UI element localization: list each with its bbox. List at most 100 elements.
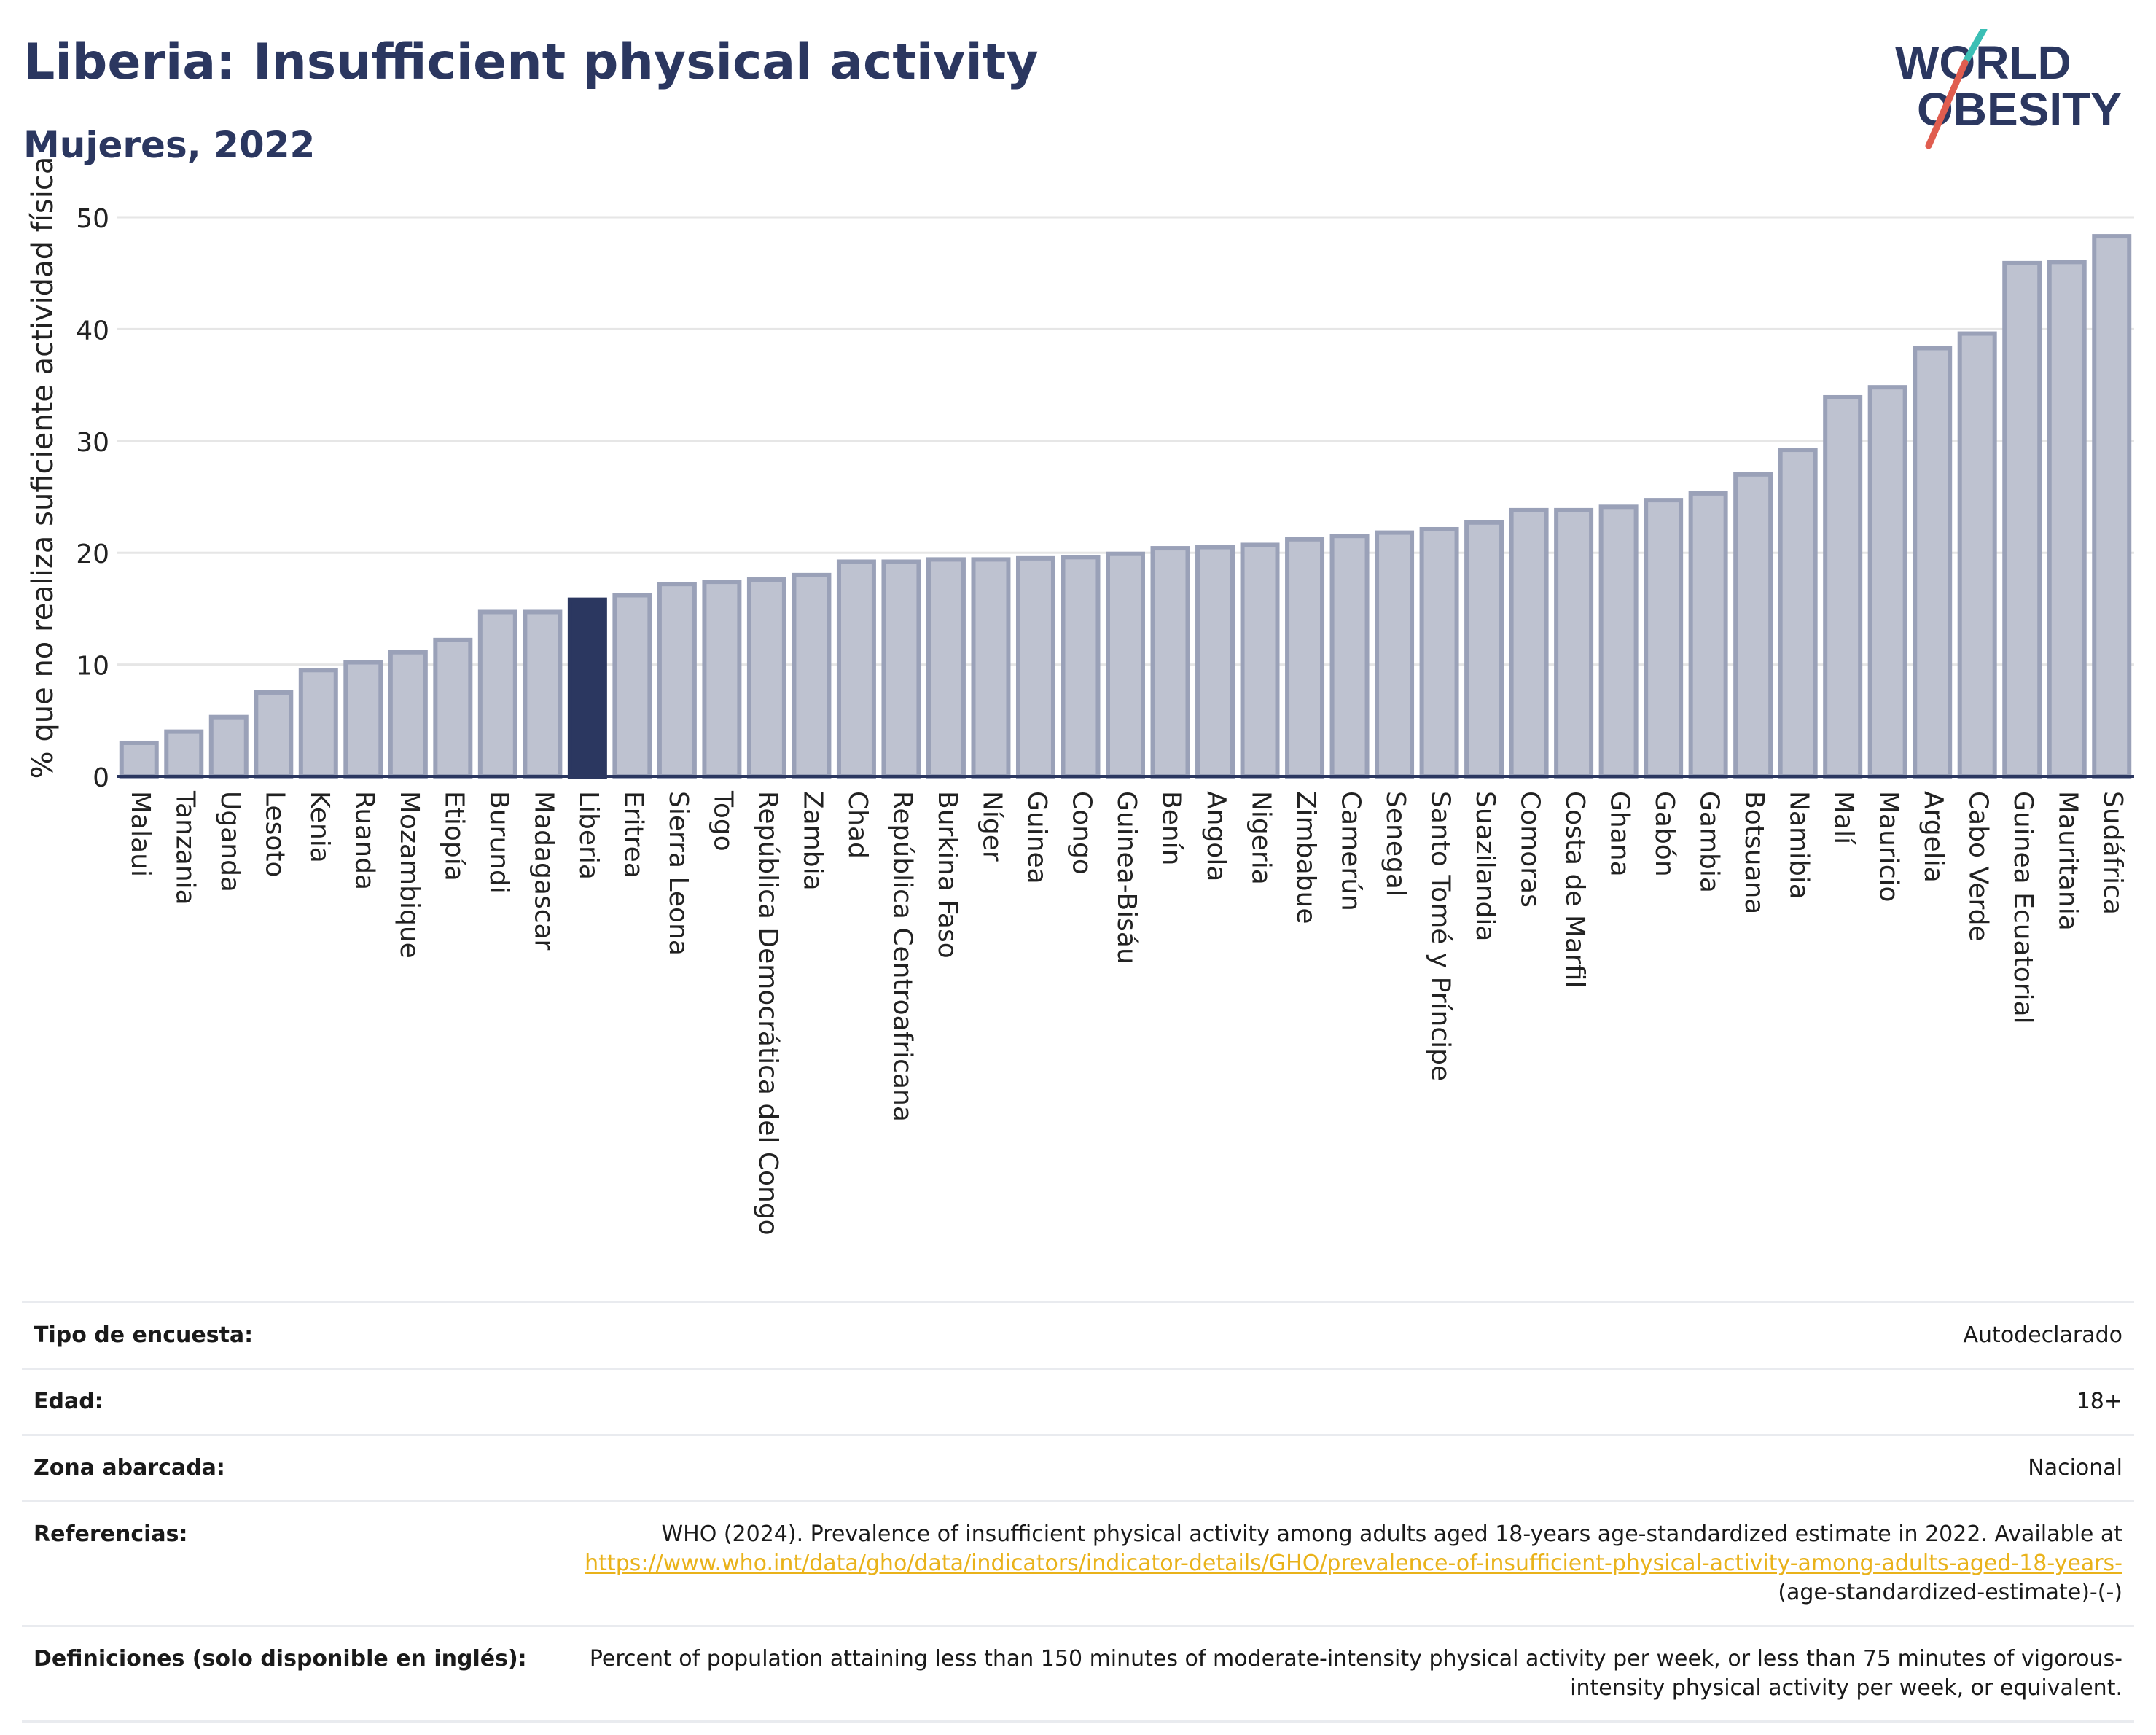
meta-value: Percent of population attaining less tha… xyxy=(555,1625,2134,1723)
bar xyxy=(1913,346,1953,779)
meta-row-references: Referencias: WHO (2024). Prevalence of i… xyxy=(22,1500,2134,1627)
bar xyxy=(477,609,517,779)
reference-tail: (age-standardized-estimate)-(-) xyxy=(1778,1580,2122,1605)
bar xyxy=(208,714,249,779)
bar xyxy=(1375,530,1415,779)
bar xyxy=(1195,545,1235,779)
metadata-table: Tipo de encuesta: Autodeclarado Edad: 18… xyxy=(22,1301,2134,1723)
bar xyxy=(1061,555,1101,779)
y-tick-label: 50 xyxy=(76,204,109,234)
bar xyxy=(836,559,876,779)
bar xyxy=(298,668,338,779)
bar xyxy=(1644,498,1684,779)
x-tick-label: Ruanda xyxy=(349,791,379,890)
x-tick-label: Malí xyxy=(1829,791,1859,845)
bar xyxy=(1867,385,1907,779)
x-tick-label: Congo xyxy=(1066,791,1096,875)
x-tick-label: Suazilandia xyxy=(1470,791,1500,941)
x-tick-label: Mauritania xyxy=(2053,791,2083,931)
y-tick-label: 0 xyxy=(93,763,109,793)
meta-value: 18+ xyxy=(555,1368,2134,1436)
bar xyxy=(1329,534,1370,779)
bar xyxy=(164,729,204,779)
x-tick-label: Benín xyxy=(1157,791,1187,865)
y-tick-label: 40 xyxy=(76,316,109,346)
x-tick-label: Guinea Ecuatorial xyxy=(2008,791,2038,1024)
meta-key: Tipo de encuesta: xyxy=(22,1301,555,1370)
bar xyxy=(388,650,428,779)
bar xyxy=(523,609,563,779)
x-tick-label: República Centroafricana xyxy=(887,791,917,1122)
x-tick-label: Costa de Marfil xyxy=(1560,791,1590,989)
reference-link[interactable]: https://www.who.int/data/gho/data/indica… xyxy=(585,1551,2122,1576)
x-tick-label: Mozambique xyxy=(394,791,424,959)
meta-key: Definiciones (solo disponible en inglés)… xyxy=(22,1625,555,1723)
x-tick-label: Kenia xyxy=(305,791,335,863)
bar xyxy=(1957,331,1997,779)
x-tick-label: Sierra Leona xyxy=(663,791,693,956)
y-axis-label: % que no realiza suficiente actividad fí… xyxy=(26,157,60,779)
meta-value: Nacional xyxy=(555,1434,2134,1502)
bar xyxy=(1419,526,1459,779)
bar xyxy=(1598,504,1639,779)
x-tick-label: Guinea xyxy=(1022,791,1052,884)
x-tick-label: Gambia xyxy=(1695,791,1725,893)
meta-row-survey-type: Tipo de encuesta: Autodeclarado xyxy=(22,1301,2134,1370)
bar xyxy=(343,660,383,779)
bar xyxy=(1509,507,1549,779)
x-tick-label: Guinea-Bisáu xyxy=(1112,791,1141,964)
bar xyxy=(567,597,607,779)
y-tick-label: 10 xyxy=(76,652,109,682)
meta-row-definitions: Definiciones (solo disponible en inglés)… xyxy=(22,1625,2134,1723)
x-tick-label: Nigeria xyxy=(1246,791,1276,885)
x-tick-label: Chad xyxy=(843,791,872,859)
x-tick-label: Burundi xyxy=(484,791,514,894)
x-tick-label: Sudáfrica xyxy=(2098,791,2128,915)
x-tick-label: Madagascar xyxy=(528,791,558,951)
x-tick-label: Ghana xyxy=(1605,791,1635,877)
logo-slash-teal xyxy=(1961,29,1988,66)
bar xyxy=(1106,551,1145,779)
bar xyxy=(254,690,294,779)
x-tick-label: Liberia xyxy=(574,791,604,880)
x-tick-label: Níger xyxy=(977,791,1007,862)
x-tick-label: Etiopía xyxy=(439,791,469,881)
bar xyxy=(1464,520,1504,779)
y-tick-label: 30 xyxy=(76,428,109,458)
bar xyxy=(657,582,697,779)
x-tick-label: Camerún xyxy=(1336,791,1366,911)
bar xyxy=(1823,394,1863,779)
bar xyxy=(1240,542,1280,779)
x-tick-label: Comoras xyxy=(1515,791,1545,908)
x-tick-label: Cabo Verde xyxy=(1964,791,1993,942)
bar-chart: 0 10 20 30 40 50 % que no realiza suficiente a… xyxy=(26,157,2134,1236)
bar xyxy=(1150,546,1190,779)
x-tick-label: Gabón xyxy=(1649,791,1679,877)
chart-subtitle: Mujeres, 2022 xyxy=(23,124,316,166)
meta-row-area: Zona abarcada: Nacional xyxy=(22,1434,2134,1502)
x-tick-label: Malaui xyxy=(125,791,155,877)
reference-text: WHO (2024). Prevalence of insufficient p… xyxy=(661,1521,2122,1547)
x-tick-label: Senegal xyxy=(1380,791,1410,897)
x-tick-label: República Democrática del Congo xyxy=(753,791,783,1236)
x-tick-label: Zambia xyxy=(797,791,827,891)
meta-key: Edad: xyxy=(22,1368,555,1436)
x-tick-label: Argelia xyxy=(1918,791,1948,883)
bar xyxy=(2092,234,2132,779)
x-tick-label: Angola xyxy=(1201,791,1231,881)
meta-key: Referencias: xyxy=(22,1500,555,1627)
x-tick-label: Mauricio xyxy=(1874,791,1904,902)
bar xyxy=(2047,260,2087,779)
y-tick-label: 20 xyxy=(76,539,109,569)
meta-value: Autodeclarado xyxy=(555,1301,2134,1370)
bar xyxy=(746,577,786,779)
bar xyxy=(433,637,473,779)
x-tick-label: Botsuana xyxy=(1739,791,1769,914)
bar xyxy=(1015,555,1055,779)
bar xyxy=(119,740,159,779)
bar xyxy=(1688,491,1728,779)
logo-line1: WORLD xyxy=(1895,36,2071,89)
x-tick-label: Burkina Faso xyxy=(932,791,962,959)
bar xyxy=(971,557,1011,779)
x-tick-label: Santo Tomé y Príncipe xyxy=(1426,791,1456,1081)
